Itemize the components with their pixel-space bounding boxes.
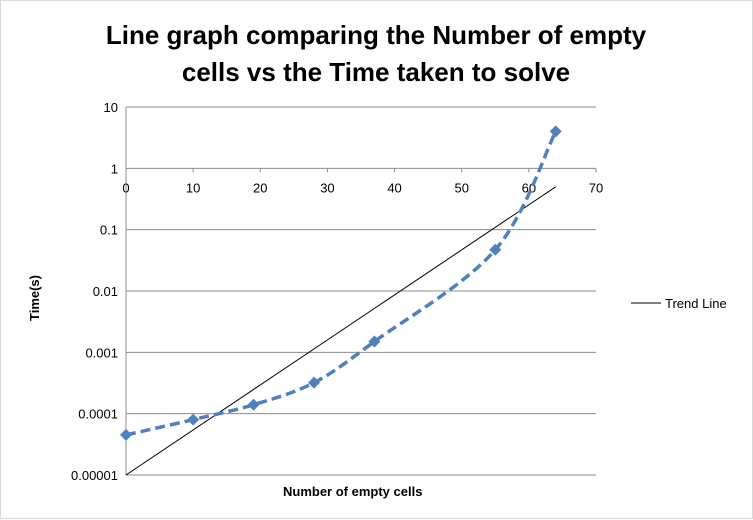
y-tick-label-5: 0.0001 bbox=[78, 407, 118, 422]
y-tick-label-1: 1 bbox=[111, 161, 118, 176]
gridlines bbox=[125, 106, 596, 476]
x-tick-label-5: 50 bbox=[454, 180, 468, 195]
x-tick-label-2: 20 bbox=[253, 180, 267, 195]
data-point-1 bbox=[187, 413, 200, 426]
y-axis-title: Time(s) bbox=[27, 275, 42, 321]
y-tick-label-2: 0.1 bbox=[100, 223, 118, 238]
y-axis-tick-labels: 10 1 0.1 0.01 0.001 0.0001 0.00001 bbox=[71, 100, 118, 483]
y-tick-label-0: 10 bbox=[104, 100, 118, 115]
data-point-0 bbox=[120, 428, 132, 441]
x-tick-label-3: 30 bbox=[320, 180, 334, 195]
data-point-3 bbox=[308, 376, 320, 389]
data-point-6 bbox=[549, 125, 562, 138]
x-axis-title: Number of empty cells bbox=[283, 484, 422, 499]
x-tick-label-0: 0 bbox=[122, 180, 129, 195]
data-point-4 bbox=[368, 335, 381, 348]
data-point-2 bbox=[247, 398, 260, 411]
data-series-line bbox=[125, 130, 558, 437]
x-tick-label-1: 10 bbox=[186, 180, 200, 195]
plot-series bbox=[120, 125, 562, 476]
trend-line bbox=[125, 186, 556, 476]
chart-title-line-2: cells vs the Time taken to solve bbox=[182, 57, 570, 87]
legend-trend-line-label: Trend Line bbox=[665, 296, 727, 311]
y-tick-label-6: 0.00001 bbox=[71, 468, 118, 483]
y-tick-label-4: 0.001 bbox=[85, 345, 118, 360]
x-tick-label-7: 70 bbox=[589, 180, 603, 195]
data-point-5 bbox=[489, 243, 502, 256]
legend: Trend Line bbox=[631, 296, 727, 311]
y-tick-label-3: 0.01 bbox=[93, 284, 118, 299]
x-tick-label-4: 40 bbox=[387, 180, 401, 195]
chart-title-line-1: Line graph comparing the Number of empty bbox=[106, 20, 647, 50]
